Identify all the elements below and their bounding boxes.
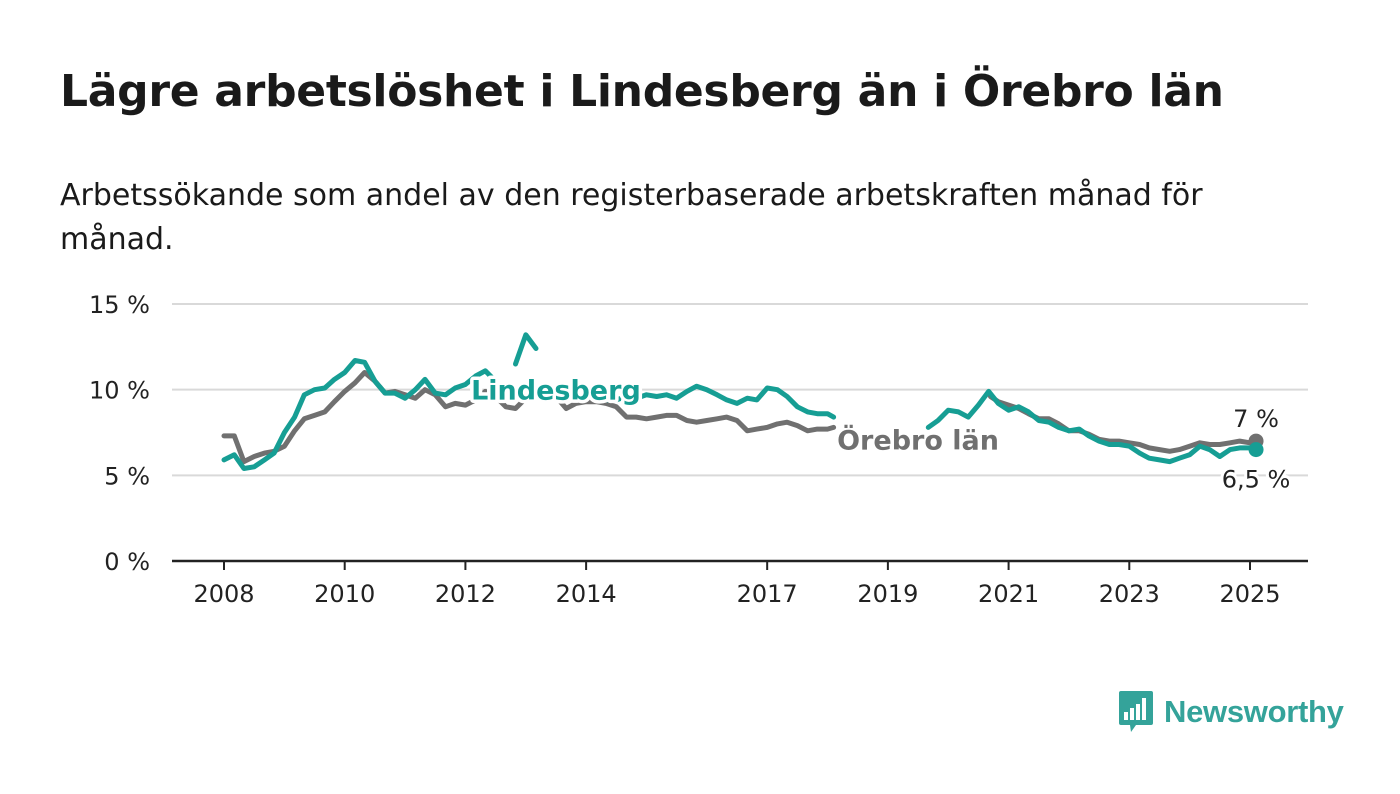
series-end-point-lindesberg xyxy=(1248,442,1264,458)
brand-logo: Newsworthy xyxy=(1118,690,1344,734)
x-axis-ticks: 2008 2010 2012 2014 2017 2019 2021 2023 2025 xyxy=(193,561,1281,608)
y-tick-label: 0 % xyxy=(104,548,150,576)
series-line-örebro-län xyxy=(221,370,837,465)
series-lines xyxy=(221,332,1264,471)
series-label: Lindesberg xyxy=(471,376,641,407)
x-tick-label: 2023 xyxy=(1099,580,1160,608)
y-tick-label: 5 % xyxy=(104,462,150,490)
gridlines xyxy=(172,303,1308,563)
series-line-lindesberg xyxy=(603,383,837,420)
x-tick-label: 2008 xyxy=(193,580,254,608)
end-value-label: 7 % xyxy=(1233,405,1279,433)
brand-name: Newsworthy xyxy=(1164,694,1344,729)
series-line-lindesberg xyxy=(925,388,1259,465)
y-tick-label: 15 % xyxy=(89,291,150,319)
series-line-lindesberg xyxy=(221,358,499,471)
series-label: Örebro län xyxy=(837,423,999,456)
x-tick-label: 2012 xyxy=(435,580,496,608)
x-tick-label: 2021 xyxy=(978,580,1039,608)
series-labels: Lindesberg Örebro län 7 % 6,5 % xyxy=(468,372,1294,496)
bar-chart-speech-bubble-icon xyxy=(1119,691,1153,732)
page-title: Lägre arbetslöshet i Lindesberg än i Öre… xyxy=(60,66,1224,117)
x-tick-label: 2025 xyxy=(1219,580,1280,608)
series-line-lindesberg xyxy=(513,332,539,367)
end-value-label: 6,5 % xyxy=(1222,466,1291,494)
x-tick-label: 2010 xyxy=(314,580,375,608)
x-tick-label: 2014 xyxy=(556,580,617,608)
x-tick-label: 2019 xyxy=(857,580,918,608)
x-tick-label: 2017 xyxy=(737,580,798,608)
y-axis-ticks: 0 % 5 % 10 % 15 % xyxy=(89,291,150,576)
page-subtitle: Arbetssökande som andel av den registerb… xyxy=(60,178,1203,257)
y-tick-label: 10 % xyxy=(89,377,150,405)
